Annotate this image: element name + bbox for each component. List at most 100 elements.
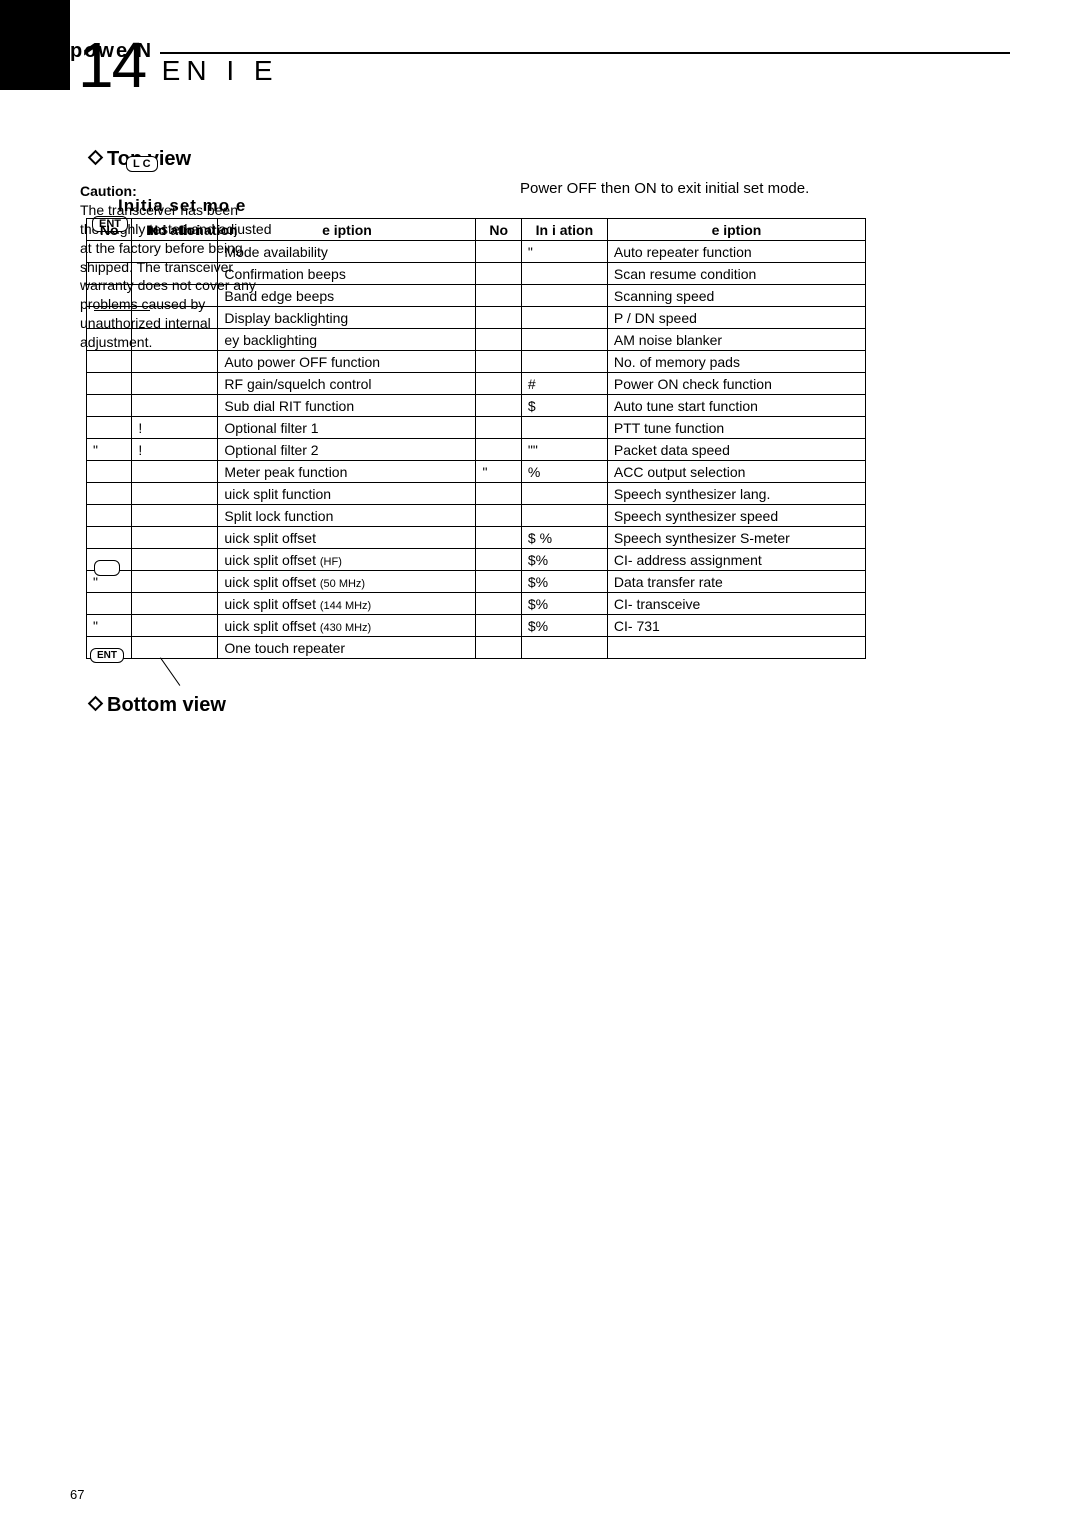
table-cell <box>521 351 607 373</box>
table-cell: Mode availability <box>218 241 476 263</box>
table-cell: uick split offset (430 MHz) <box>218 615 476 637</box>
table-cell: No. of memory pads <box>607 351 865 373</box>
table-cell: Packet data speed <box>607 439 865 461</box>
table-cell <box>87 241 132 263</box>
table-cell: uick split offset (144 MHz) <box>218 593 476 615</box>
table-cell <box>132 505 218 527</box>
table-cell: $% <box>521 615 607 637</box>
table-cell <box>87 263 132 285</box>
table-cell <box>476 505 521 527</box>
settings-table: No In i ation e iption No In i ation e i… <box>86 218 866 659</box>
table-cell: uick split function <box>218 483 476 505</box>
lock-key: L C <box>126 156 158 172</box>
th-desc-1: e iption <box>218 219 476 241</box>
table-row: Display backlighting P / DN speed <box>87 307 866 329</box>
table-cell <box>476 329 521 351</box>
table-cell <box>521 505 607 527</box>
table-cell: $ % <box>521 527 607 549</box>
page-number: 67 <box>70 1487 84 1502</box>
table-cell: "" <box>521 439 607 461</box>
corner-tab <box>0 0 70 90</box>
table-cell <box>87 285 132 307</box>
table-cell: $% <box>521 593 607 615</box>
table-row: "!Optional filter 2 ""Packet data speed <box>87 439 866 461</box>
table-cell: Scanning speed <box>607 285 865 307</box>
table-cell <box>132 571 218 593</box>
table-cell: Scan resume condition <box>607 263 865 285</box>
table-cell <box>476 593 521 615</box>
table-row: !Optional filter 1PTT tune function <box>87 417 866 439</box>
table-row: RF gain/squelch control #Power ON check f… <box>87 373 866 395</box>
table-cell <box>476 615 521 637</box>
table-cell <box>132 395 218 417</box>
table-cell: Band edge beeps <box>218 285 476 307</box>
table-row: " uick split offset (50 MHz) $%Data tran… <box>87 571 866 593</box>
blank-key <box>94 560 120 576</box>
table-cell <box>132 593 218 615</box>
table-cell: AM noise blanker <box>607 329 865 351</box>
table-row: One touch repeater <box>87 637 866 659</box>
table-row: uick split offset (144 MHz) $%CI- transc… <box>87 593 866 615</box>
header-rule <box>160 52 1010 54</box>
table-cell <box>476 483 521 505</box>
table-cell <box>521 637 607 659</box>
bottom-view-label: Bottom view <box>107 694 226 716</box>
table-cell <box>476 285 521 307</box>
th-ind-1: In i ation <box>132 219 218 241</box>
table-cell <box>476 395 521 417</box>
table-cell <box>87 351 132 373</box>
table-cell <box>476 307 521 329</box>
table-cell: Speech synthesizer lang. <box>607 483 865 505</box>
table-cell <box>476 571 521 593</box>
bottom-view-heading: Bottom view <box>90 694 226 717</box>
table-cell <box>476 373 521 395</box>
table-cell: Sub dial RIT function <box>218 395 476 417</box>
table-cell <box>476 417 521 439</box>
table-cell: RF gain/squelch control <box>218 373 476 395</box>
th-ind-2: In i ation <box>521 219 607 241</box>
table-cell: CI- transceive <box>607 593 865 615</box>
table-row: uick split offset$ %Speech synthesizer S… <box>87 527 866 549</box>
table-row: uick split function Speech synthesizer la… <box>87 483 866 505</box>
table-row: " uick split offset (430 MHz) $%CI- 731 <box>87 615 866 637</box>
table-row: uick split offset (HF) $%CI- address ass… <box>87 549 866 571</box>
table-cell <box>87 307 132 329</box>
table-cell: % <box>521 461 607 483</box>
table-cell: # <box>521 373 607 395</box>
table-cell <box>132 549 218 571</box>
table-cell <box>132 461 218 483</box>
table-cell <box>87 395 132 417</box>
table-cell <box>476 527 521 549</box>
table-cell <box>132 373 218 395</box>
table-cell <box>521 285 607 307</box>
table-cell: ey backlighting <box>218 329 476 351</box>
th-no-1: No <box>87 219 132 241</box>
chapter-number: 14 <box>78 28 145 102</box>
table-cell: ACC output selection <box>607 461 865 483</box>
table-cell: " <box>476 461 521 483</box>
table-cell <box>521 417 607 439</box>
table-cell: $% <box>521 571 607 593</box>
table-cell <box>87 417 132 439</box>
table-cell <box>87 527 132 549</box>
table-cell <box>521 483 607 505</box>
table-cell: Display backlighting <box>218 307 476 329</box>
table-cell <box>521 263 607 285</box>
table-row: Band edge beeps Scanning speed <box>87 285 866 307</box>
th-no-2: No <box>476 219 521 241</box>
table-cell: Auto repeater function <box>607 241 865 263</box>
table-cell: CI- address assignment <box>607 549 865 571</box>
chapter-heading: 14 EN I E <box>78 28 279 102</box>
table-cell: Speech synthesizer S-meter <box>607 527 865 549</box>
table-cell: Split lock function <box>218 505 476 527</box>
table-cell: " <box>521 241 607 263</box>
diamond-icon <box>88 150 104 166</box>
table-row: ey backlighting AM noise blanker <box>87 329 866 351</box>
table-cell: Power ON check function <box>607 373 865 395</box>
table-cell: Optional filter 1 <box>218 417 476 439</box>
table-cell <box>87 373 132 395</box>
table-cell <box>87 483 132 505</box>
initial-set-mode-heading: Initia set mo e <box>118 196 246 216</box>
table-cell: P / DN speed <box>607 307 865 329</box>
leader-line <box>124 658 164 686</box>
